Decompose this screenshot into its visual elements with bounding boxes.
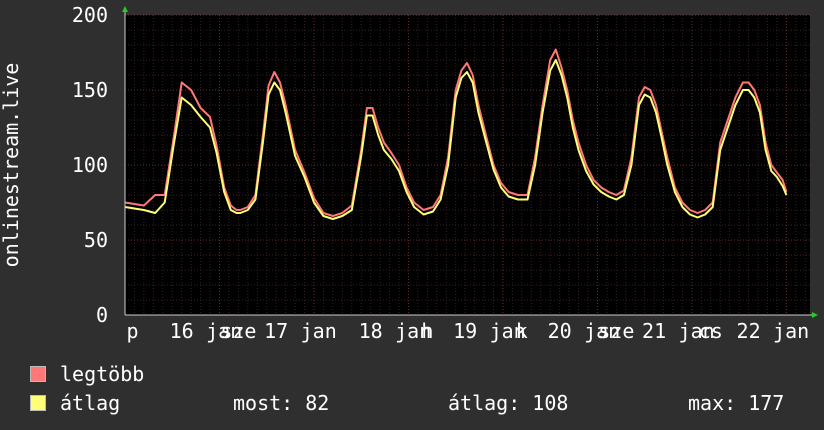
y-tick-label: 100 xyxy=(72,153,108,177)
x-tick-label: 21 xyxy=(642,319,666,343)
x-tick-label: jan xyxy=(584,319,620,343)
axes xyxy=(122,6,818,318)
series-layer xyxy=(124,48,788,220)
stat-average: átlag: 108 xyxy=(448,391,569,415)
y-tick-label: 50 xyxy=(84,228,108,252)
x-tick-label: jan xyxy=(395,319,431,343)
stat-max: max: 177 xyxy=(688,391,785,415)
x-tick-label: 22 xyxy=(737,319,761,343)
x-tick-label: p xyxy=(127,319,139,343)
x-tick-label: jan xyxy=(773,319,809,343)
grid xyxy=(124,14,810,316)
x-tick-label: k xyxy=(516,319,528,343)
y-axis-arrow xyxy=(122,6,128,12)
x-tick-label: sze xyxy=(598,319,634,343)
series-line-avg xyxy=(124,59,788,220)
x-tick-label: 19 xyxy=(453,319,477,343)
x-tick-label: jan xyxy=(301,319,337,343)
x-tick-label: 20 xyxy=(548,319,572,343)
y-axis-label: onlinestream.live xyxy=(0,63,23,268)
legend-label-avg: átlag xyxy=(60,391,121,415)
x-tick-label: jan xyxy=(206,319,242,343)
legend-item-avg: átlag xyxy=(30,391,120,415)
x-tick-label: jan xyxy=(490,319,526,343)
x-tick-label: cs xyxy=(699,319,723,343)
y-tick-labels: 0 50 100 150 200 xyxy=(72,3,108,327)
x-axis-arrow xyxy=(812,312,818,318)
y-tick-label: 150 xyxy=(72,78,108,102)
legend-swatch-avg xyxy=(30,395,46,411)
legend-item-max: legtöbb xyxy=(30,362,144,386)
x-tick-label: 16 xyxy=(170,319,194,343)
stat-now: most: 82 xyxy=(233,391,330,415)
series-line-max xyxy=(124,48,788,217)
y-tick-label: 0 xyxy=(96,303,108,327)
legend-label-max: legtöbb xyxy=(60,362,145,386)
x-tick-label: 17 xyxy=(264,319,288,343)
x-tick-label: sze xyxy=(220,319,256,343)
x-tick-label: h xyxy=(421,319,433,343)
legend-swatch-max xyxy=(30,366,46,382)
x-tick-label: jan xyxy=(679,319,715,343)
y-tick-label: 200 xyxy=(72,3,108,27)
x-tick-label: 18 xyxy=(359,319,383,343)
